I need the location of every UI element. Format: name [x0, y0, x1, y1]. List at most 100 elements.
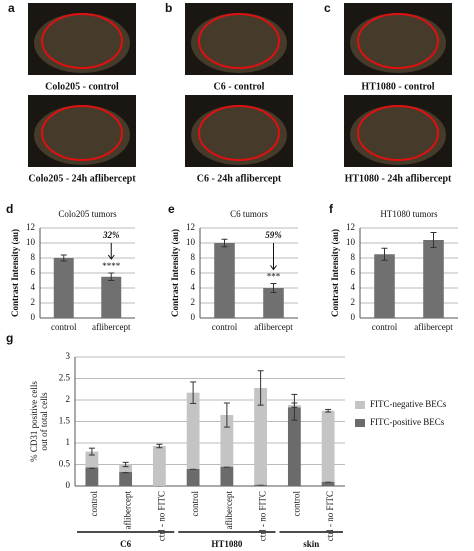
x-tick-label: ctrl - no FITC [258, 491, 268, 541]
bar-segment [85, 451, 99, 468]
speckle [350, 105, 446, 165]
x-tick-label: control [291, 491, 301, 517]
bar-segment [287, 407, 301, 486]
legend-label: FITC-positive BECs [370, 417, 445, 427]
y-tick-label: 12 [346, 222, 355, 232]
speckle [350, 13, 446, 73]
bar-segment [186, 468, 200, 486]
y-axis-label: % CD31 positive cells [29, 381, 39, 462]
image-caption: HT1080 - 24h aflibercept [345, 173, 452, 184]
panel-letter: d [6, 202, 13, 216]
bar [53, 258, 74, 318]
significance: **** [102, 261, 121, 271]
bar [263, 288, 284, 318]
y-axis-label: Contrast Intensity (au) [330, 229, 340, 317]
tumor-outline [198, 105, 280, 161]
y-tick-label: 12 [26, 222, 35, 232]
y-tick-label: 6 [351, 267, 356, 277]
bar-segment [254, 387, 268, 485]
y-tick-label: 6 [191, 267, 196, 277]
panel-letter: a [8, 1, 15, 15]
y-tick-label: 6 [31, 267, 36, 277]
y-axis-label: Contrast Intensity (au) [170, 229, 180, 317]
y-tick-label: 4 [191, 282, 196, 292]
bar-segment [152, 446, 166, 486]
panel-letter: f [329, 202, 334, 216]
arrow-head [107, 254, 115, 260]
arrow-head [270, 265, 277, 271]
x-tick-label: control [89, 491, 99, 517]
panel-letter: c [324, 1, 331, 15]
y-tick-label: 8 [191, 252, 196, 262]
x-tick-label: aflibercept [414, 322, 453, 332]
speckle [34, 105, 130, 165]
tumor-outline [198, 13, 280, 69]
x-tick-label: control [212, 322, 238, 332]
y-tick-label: 10 [26, 237, 36, 247]
y-tick-label: 4 [31, 282, 36, 292]
y-tick-label: 0.5 [59, 459, 71, 469]
bar [423, 240, 444, 318]
y-tick-label: 1 [66, 437, 71, 447]
tumor-outline [357, 13, 439, 69]
legend-swatch [355, 401, 365, 409]
group-label: skin [303, 539, 319, 549]
y-tick-label: 10 [346, 237, 356, 247]
group-label: C6 [120, 539, 131, 549]
y-tick-label: 2 [351, 297, 356, 307]
speckle [191, 105, 287, 165]
group-label: HT1080 [211, 539, 243, 549]
x-tick-label: aflibercept [254, 322, 293, 332]
bar-segment [119, 464, 133, 472]
bar-segment [321, 481, 335, 486]
y-tick-label: 8 [351, 252, 356, 262]
panel-letter: e [168, 202, 175, 216]
legend-label: FITC-negative BECs [370, 399, 447, 409]
y-tick-label: 4 [351, 282, 356, 292]
y-tick-label: 0 [351, 312, 356, 322]
y-tick-label: 3 [66, 351, 71, 361]
chart-title: Colo205 tumors [58, 209, 117, 219]
speckle [191, 13, 287, 73]
x-tick-label: ctrl - no FITC [325, 491, 335, 541]
x-tick-label: aflibercept [123, 491, 133, 530]
y-tick-label: 12 [186, 222, 195, 232]
y-tick-label: 2 [66, 394, 71, 404]
y-tick-label: 10 [186, 237, 196, 247]
y-axis-label: out of total cells [39, 392, 49, 451]
image-caption: C6 - 24h aflibercept [197, 173, 282, 184]
bar-segment [254, 484, 268, 486]
bar-segment [119, 471, 133, 486]
significance: *** [267, 272, 281, 282]
image-caption: Colo205 - control [45, 81, 119, 92]
image-caption: HT1080 - control [361, 81, 434, 92]
chart-title: C6 tumors [230, 209, 268, 219]
annotation: 32% [102, 230, 120, 240]
bar [374, 254, 395, 318]
x-tick-label: control [51, 322, 77, 332]
bar-segment [186, 392, 200, 469]
image-caption: C6 - control [214, 81, 265, 92]
bar [101, 276, 122, 318]
image-caption: Colo205 - 24h aflibercept [28, 173, 136, 184]
bar-segment [220, 415, 234, 467]
y-tick-label: 0 [66, 480, 71, 490]
y-tick-label: 0 [191, 312, 196, 322]
y-tick-label: 2 [191, 297, 196, 307]
speckle [34, 13, 130, 73]
x-tick-label: aflibercept [92, 322, 131, 332]
y-tick-label: 8 [31, 252, 36, 262]
x-tick-label: control [190, 491, 200, 517]
x-tick-label: ctrl - no FITC [156, 491, 166, 541]
bar-segment [321, 410, 335, 482]
y-axis-label: Contrast Intensity (au) [10, 229, 20, 317]
bar-segment [85, 467, 99, 486]
y-tick-label: 0 [31, 312, 36, 322]
tumor-outline [41, 13, 123, 69]
tumor-outline [41, 105, 123, 161]
bar-segment [220, 466, 234, 486]
panel-letter: b [165, 1, 172, 15]
bar [214, 243, 235, 318]
legend-swatch [355, 419, 365, 427]
